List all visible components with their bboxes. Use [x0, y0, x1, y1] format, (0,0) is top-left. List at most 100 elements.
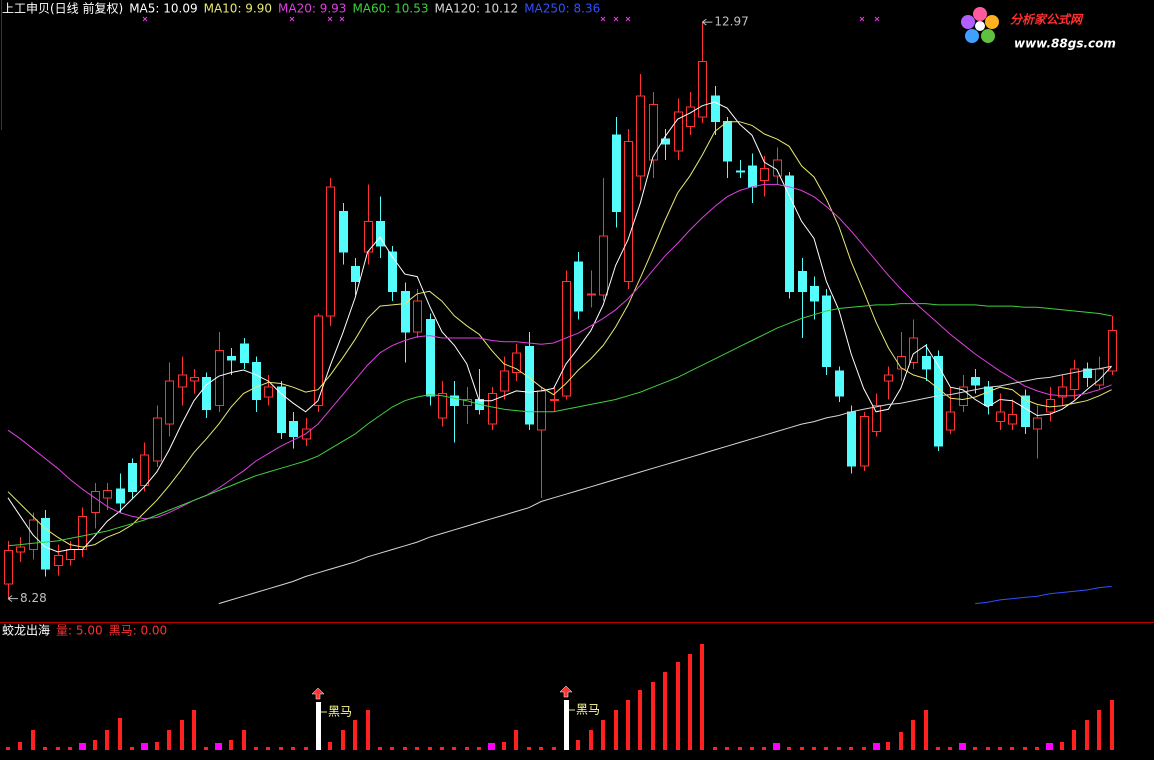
indicator-bar	[242, 730, 246, 750]
signal-cross	[874, 16, 880, 22]
annotation-arrow	[702, 18, 713, 26]
signal-arrow	[559, 685, 573, 698]
logo-petal	[973, 7, 987, 21]
ma-line	[7, 121, 1112, 548]
legend-label: MA250: 8.36	[524, 2, 600, 16]
indicator-bar	[824, 747, 828, 750]
candle-body	[624, 140, 633, 282]
indicator-bar	[452, 747, 456, 750]
signal-cross	[625, 16, 631, 22]
candle-body	[512, 352, 521, 373]
indicator-bar	[155, 742, 159, 750]
candle-body	[984, 386, 993, 407]
indicator-bar	[564, 700, 569, 750]
indicator-bar	[576, 740, 580, 750]
indicator-bar	[589, 730, 593, 750]
candle-body	[872, 405, 881, 432]
indicator-bar	[601, 720, 605, 750]
indicator-bar	[527, 747, 531, 750]
indicator-bar	[773, 743, 780, 750]
indicator-bar	[1060, 742, 1064, 750]
signal-cross	[600, 16, 606, 22]
candle-body	[16, 546, 25, 553]
ma-line	[218, 365, 1112, 605]
indicator-bar	[638, 690, 642, 750]
indicator-bar	[477, 747, 481, 750]
indicator-bar	[998, 747, 1002, 750]
candle-body	[897, 355, 906, 370]
indicator-bar	[1035, 747, 1039, 750]
candle-body	[376, 220, 385, 247]
signal-cross	[613, 16, 619, 22]
indicator-bar	[56, 747, 60, 750]
indicator-bar	[688, 654, 692, 750]
indicator-bar	[279, 747, 283, 750]
indicator-bar	[936, 747, 940, 750]
candle-body	[4, 550, 13, 585]
candle-body	[364, 220, 373, 253]
legend-label: MA60: 10.53	[352, 2, 428, 16]
candle-body	[686, 106, 695, 128]
indicator-bar	[353, 720, 357, 750]
candle-body	[574, 261, 583, 312]
indicator-bar	[713, 747, 717, 750]
candle-body	[860, 416, 869, 467]
indicator-bar	[341, 730, 345, 750]
indicator-bar	[130, 747, 134, 750]
indicator-bar	[539, 747, 543, 750]
legend-label: 上工申贝(日线 前复权)	[2, 1, 123, 16]
indicator-bar	[6, 747, 10, 750]
indicator-bar	[204, 747, 208, 750]
legend-label: 黑马: 0.00	[109, 624, 168, 638]
indicator-bar	[254, 747, 258, 750]
watermark-logo: 分析家公式网 www.88gs.com	[961, 7, 1116, 51]
candle-body	[314, 315, 323, 407]
candle-body	[252, 362, 261, 401]
indicator-bar	[924, 710, 928, 750]
candle-body	[103, 489, 112, 499]
candle-body	[277, 386, 286, 434]
indicator-bar	[514, 730, 518, 750]
indicator-bar	[800, 747, 804, 750]
indicator-bar	[488, 743, 495, 750]
indicator-bar	[167, 730, 171, 750]
candle-body	[351, 266, 360, 282]
indicator-bar	[366, 710, 370, 750]
indicator-bar	[105, 730, 109, 750]
candle-body	[54, 555, 63, 566]
indicator-bar	[141, 743, 148, 750]
candle-body	[413, 300, 422, 333]
candle-body	[550, 399, 559, 402]
candle-body	[1033, 417, 1042, 430]
indicator-bar	[18, 742, 22, 750]
candle-body	[599, 235, 608, 296]
indicator-bar	[428, 747, 432, 750]
indicator-bar	[79, 743, 86, 750]
signal-label: 黑马	[576, 703, 600, 717]
indicator-bar	[676, 662, 680, 750]
indicator-bar	[68, 747, 72, 750]
indicator-bar	[849, 747, 853, 750]
candle-body	[401, 290, 410, 333]
candle-body	[959, 386, 968, 407]
signal-crosses	[142, 16, 880, 22]
logo-petal	[981, 29, 995, 43]
indicator-bar	[1097, 710, 1101, 750]
candle-body	[153, 417, 162, 462]
candle-body	[649, 103, 658, 161]
candle-body	[1046, 399, 1055, 413]
indicator-bar	[812, 747, 816, 750]
candle-body	[240, 343, 249, 364]
candle-body	[562, 280, 571, 397]
candle-body	[1058, 386, 1067, 398]
indicator-bar	[415, 747, 419, 750]
candle-body	[971, 376, 980, 386]
indicator-bar	[1023, 747, 1027, 750]
indicator-bar	[762, 747, 766, 750]
candle-body	[289, 421, 298, 437]
indicator-bar	[700, 644, 704, 750]
logo-petal	[965, 29, 979, 43]
indicator-bar	[1072, 730, 1076, 750]
candle-body	[78, 515, 87, 550]
